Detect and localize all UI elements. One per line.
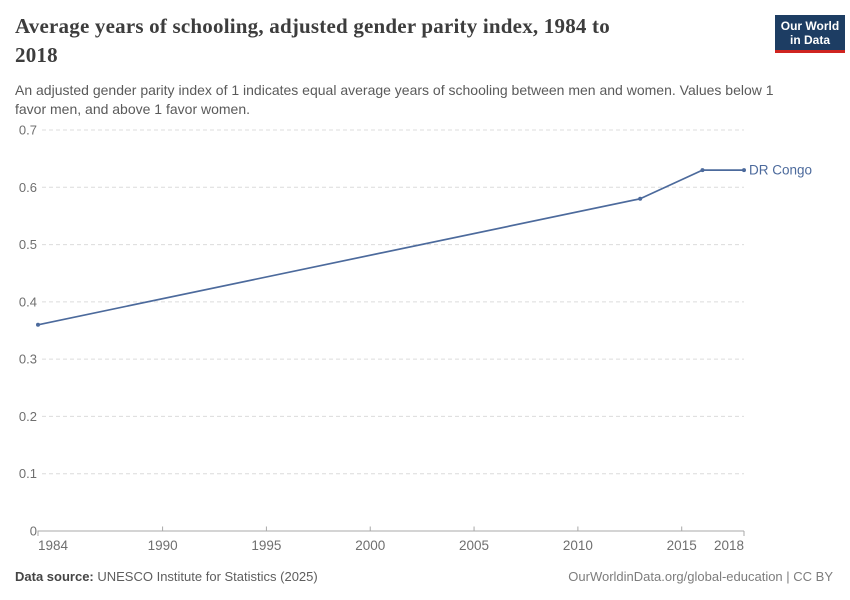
series-entity-label[interactable]: DR Congo: [749, 163, 812, 178]
x-axis-tick-label: 2015: [667, 538, 697, 553]
y-axis-tick-label: 0.6: [19, 180, 37, 195]
x-axis-tick-label: 1984: [38, 538, 69, 553]
chart-subtitle: An adjusted gender parity index of 1 ind…: [15, 81, 774, 119]
y-axis-tick-label: 0.2: [19, 409, 37, 424]
chart-subtitle-line2: favor men, and above 1 favor women.: [15, 101, 251, 117]
x-axis-tick-label: 2000: [355, 538, 385, 553]
x-axis-tick-label: 1995: [251, 538, 281, 553]
data-source-label: Data source:: [15, 569, 94, 584]
x-axis-tick-label: 1990: [148, 538, 178, 553]
series-point-marker[interactable]: [742, 168, 746, 173]
y-axis-tick-label: 0.1: [19, 466, 37, 481]
owid-logo[interactable]: Our World in Data: [775, 15, 845, 53]
series-point-marker[interactable]: [638, 196, 643, 201]
series-point-marker[interactable]: [700, 168, 705, 173]
owid-logo-line2: in Data: [789, 32, 830, 47]
page-title-line2: 2018: [15, 43, 58, 67]
y-axis-tick-label: 0.3: [19, 352, 37, 367]
data-source-note: Data source: UNESCO Institute for Statis…: [15, 569, 318, 584]
series-point-marker[interactable]: [36, 322, 40, 327]
y-axis-tick-label: 0.4: [19, 294, 37, 309]
x-axis-tick-label: 2018: [714, 538, 744, 553]
y-axis-tick-label: 0.5: [19, 237, 37, 252]
x-axis-tick-label: 2005: [459, 538, 489, 553]
x-axis-tick-label: 2010: [563, 538, 593, 553]
page-title-line1: Average years of schooling, adjusted gen…: [15, 14, 610, 38]
attribution-note[interactable]: OurWorldinData.org/global-education | CC…: [568, 569, 833, 584]
y-axis-tick-label: 0: [30, 524, 37, 539]
series-line[interactable]: [37, 169, 744, 326]
y-axis-tick-label: 0.7: [19, 123, 37, 138]
data-source-value: UNESCO Institute for Statistics (2025): [93, 569, 318, 584]
page-title: Average years of schooling, adjusted gen…: [15, 12, 755, 70]
owid-logo-line1: Our World: [780, 18, 840, 33]
chart-subtitle-line1: An adjusted gender parity index of 1 ind…: [15, 82, 774, 98]
